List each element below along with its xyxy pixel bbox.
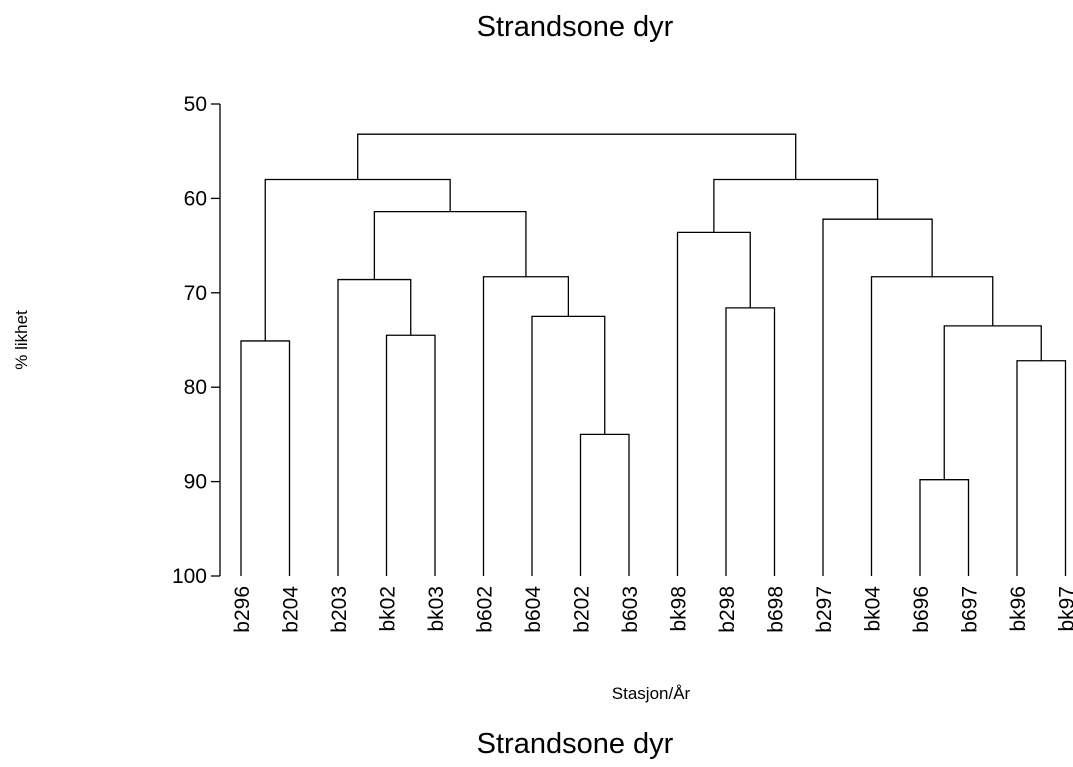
dendrogram-link	[676, 231, 751, 576]
dendrogram-link	[337, 278, 412, 576]
dendrogram-link	[725, 307, 776, 576]
dendrogram-link	[264, 178, 451, 341]
y-tick-label: 80	[184, 376, 207, 399]
leaf-label: b604	[522, 586, 545, 633]
leaf-label: b297	[813, 586, 836, 633]
dendrogram-link	[919, 479, 970, 576]
leaf-label: bk03	[425, 586, 448, 632]
leaf-label: bk98	[668, 586, 691, 632]
leaf-label: b298	[716, 586, 739, 633]
y-tick-label: 60	[184, 187, 207, 210]
leaf-label: b202	[571, 586, 594, 633]
dendrogram-link	[373, 210, 527, 280]
leaf-label: b204	[280, 586, 303, 633]
leaf-label: b603	[619, 586, 642, 633]
dendrogram-link	[713, 178, 879, 233]
dendrogram-link	[357, 133, 797, 180]
leaf-label: bk96	[1007, 586, 1030, 632]
leaf-label: b203	[328, 586, 351, 633]
dendrogram-link	[531, 315, 606, 576]
y-axis-label: % likhet	[12, 310, 31, 370]
dendrogram-link	[385, 334, 436, 576]
dendrogram-link	[579, 433, 630, 576]
y-tick-label: 100	[172, 565, 207, 588]
leaf-label: b602	[474, 586, 497, 633]
leaf-label: bk97	[1056, 586, 1073, 632]
footer-title: Strandsone dyr	[477, 728, 674, 760]
dendrogram-link	[822, 218, 933, 576]
dendrogram-link	[1016, 360, 1067, 576]
leaf-label: b697	[959, 586, 982, 633]
y-axis: 50 60 70 80 90 100	[172, 93, 221, 588]
y-tick-label: 70	[184, 282, 207, 305]
leaf-label: b696	[910, 586, 933, 633]
dendrogram-link	[943, 325, 1042, 480]
leaf-label: bk04	[862, 586, 885, 632]
y-tick-label: 50	[184, 93, 207, 116]
leaf-labels: b296 b204 b203 bk02 bk03 b602 b604 b202 b603 bk98…	[231, 586, 1073, 633]
dendrogram-link	[240, 340, 291, 576]
dendrogram-link	[870, 276, 994, 576]
leaf-label: b296	[231, 586, 254, 633]
dendrogram-tree	[240, 133, 1067, 576]
dendrogram-link	[482, 276, 570, 576]
leaf-label: b698	[765, 586, 788, 633]
chart-title: Strandsone dyr	[477, 11, 674, 43]
y-tick-label: 90	[184, 471, 207, 494]
leaf-label: bk02	[377, 586, 400, 632]
x-axis-label: Stasjon/År	[612, 684, 691, 703]
